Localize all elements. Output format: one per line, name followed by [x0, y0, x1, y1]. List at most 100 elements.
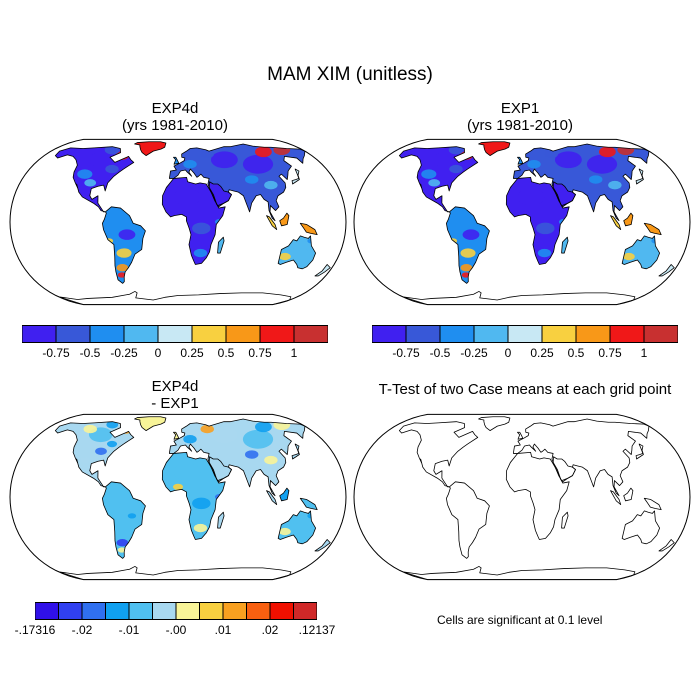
colorbar-panel2-swatch — [541, 325, 577, 343]
map-panel1 — [9, 138, 347, 306]
coastline-madagascar — [217, 236, 225, 254]
colorbar-panel2-swatch — [507, 325, 543, 343]
coastline-borneo — [279, 487, 290, 502]
coastline-newZealand — [314, 264, 331, 277]
land-fill-newGuinea — [300, 223, 318, 235]
colorbar-panel1 — [22, 325, 328, 343]
map-panel2 — [353, 138, 691, 306]
coastline-eurasia — [168, 418, 306, 497]
map-panel3 — [9, 413, 347, 581]
colorbar-panel2 — [372, 325, 678, 343]
coastline-southAmerica — [102, 206, 146, 284]
colorbar-panel2-swatch — [643, 325, 678, 343]
coastline-sumatra — [610, 215, 622, 231]
colorbar-panel2-swatch — [405, 325, 441, 343]
coastline-australia — [277, 510, 317, 545]
coastline-greenland — [478, 141, 511, 157]
coastline-eurasia — [168, 143, 306, 222]
panel1-title-line2: (yrs 1981-2010) — [122, 117, 228, 134]
coastline-antarctica — [58, 566, 292, 580]
land-fill-uk — [173, 432, 179, 440]
coastline-australia — [277, 235, 317, 270]
coastline-uk — [173, 156, 180, 165]
land-fill-sumatra — [266, 490, 277, 505]
coastline-newGuinea — [299, 497, 318, 511]
colorbar-panel1-tick-label: 1 — [290, 346, 298, 360]
land-fill-madagascar — [217, 237, 225, 254]
colorbar-panel1-tick-label: 0.75 — [248, 346, 272, 360]
colorbar-panel2-tick-label: -0.25 — [460, 346, 488, 360]
coastline-arabia — [208, 181, 232, 208]
colorbar-panel3-swatch — [152, 602, 177, 620]
coastline-sumatra — [610, 490, 622, 506]
coastline-northAmerica — [398, 421, 479, 488]
colorbar-panel1-swatch — [191, 325, 227, 343]
colorbar-panel3-swatch — [175, 602, 200, 620]
colorbar-panel1-labels: -0.75 -0.5 -0.25 0 0.25 0.5 0.75 1 — [22, 346, 328, 362]
coastline-borneo — [623, 487, 634, 502]
map-panel1-coastlines — [54, 141, 331, 305]
colorbar-panel2-tick-label: 1 — [640, 346, 648, 360]
coastline-australia — [621, 510, 661, 545]
panel2-title: EXP1 (yrs 1981-2010) — [435, 100, 605, 134]
map-panel4 — [353, 413, 691, 581]
coastline-japan — [635, 443, 644, 460]
coastline-antarctica — [402, 291, 636, 305]
colorbar-panel3-tick-label: -.17316 — [14, 623, 56, 637]
colorbar-panel3-tick-label: -.01 — [118, 623, 140, 637]
land-fill-borneo — [623, 213, 633, 226]
colorbar-panel3-tick-label: .02 — [261, 623, 279, 637]
colorbar-panel2-tick-label: -0.75 — [392, 346, 420, 360]
colorbar-panel2-swatch — [372, 325, 407, 343]
coastline-sumatra — [266, 490, 278, 506]
coastline-arabia — [208, 456, 232, 483]
colorbar-panel3-swatch — [199, 602, 224, 620]
coastline-northAmerica — [54, 421, 135, 488]
coastline-eurasia — [512, 143, 650, 222]
coastline-uk — [517, 156, 524, 165]
land-fill-newGuinea — [300, 498, 318, 510]
colorbar-panel1-swatch — [157, 325, 193, 343]
colorbar-panel1-tick-label: -0.75 — [42, 346, 70, 360]
land-fill-sumatra — [266, 215, 277, 230]
coastline-madagascar — [561, 511, 569, 529]
panel3-title-line1: EXP4d — [151, 378, 199, 395]
coastline-antarctica — [402, 566, 636, 580]
colorbar-panel2-tick-label: 0.75 — [598, 346, 622, 360]
colorbar-panel3-tick-label: .01 — [214, 623, 232, 637]
map-panel4-frame — [353, 413, 691, 581]
coastline-japan — [635, 168, 644, 185]
colorbar-panel3-swatch — [222, 602, 247, 620]
land-fill-madagascar — [217, 512, 225, 529]
coastline-southAmerica — [102, 481, 146, 559]
colorbar-panel2-swatch — [439, 325, 475, 343]
coastline-newZealand — [314, 539, 331, 552]
coastline-newGuinea — [643, 222, 662, 236]
coastline-greenland — [134, 416, 167, 432]
colorbar-panel2-swatch — [473, 325, 509, 343]
land-fill-uk — [173, 157, 179, 165]
map-panel4-coastlines — [398, 416, 675, 580]
colorbar-panel1-swatch — [123, 325, 159, 343]
panel4-title: T-Test of two Case means at each grid po… — [355, 381, 695, 398]
colorbar-panel1-swatch — [22, 325, 57, 343]
colorbar-panel3-tick-label: -.00 — [165, 623, 187, 637]
colorbar-panel3-swatch — [246, 602, 271, 620]
colorbar-panel2-tick-label: 0.5 — [567, 346, 585, 360]
coastline-uk — [517, 431, 524, 440]
map-panel1-frame — [9, 138, 347, 306]
coastline-japan — [291, 168, 300, 185]
coastline-greenland — [134, 141, 167, 157]
colorbar-panel2-tick-label: -0.5 — [429, 346, 451, 360]
colorbar-panel2-swatch — [575, 325, 611, 343]
colorbar-panel2-labels: -0.75 -0.5 -0.25 0 0.25 0.5 0.75 1 — [372, 346, 678, 362]
panel2-title-line1: EXP1 — [500, 100, 540, 117]
coastline-africa — [505, 176, 570, 265]
coastline-madagascar — [217, 511, 225, 529]
coastline-uk — [173, 431, 180, 440]
coastline-newGuinea — [299, 222, 318, 236]
colorbar-panel1-tick-label: 0.5 — [217, 346, 235, 360]
panel1-title-line1: EXP4d — [151, 100, 199, 117]
colorbar-panel3-swatch — [128, 602, 153, 620]
